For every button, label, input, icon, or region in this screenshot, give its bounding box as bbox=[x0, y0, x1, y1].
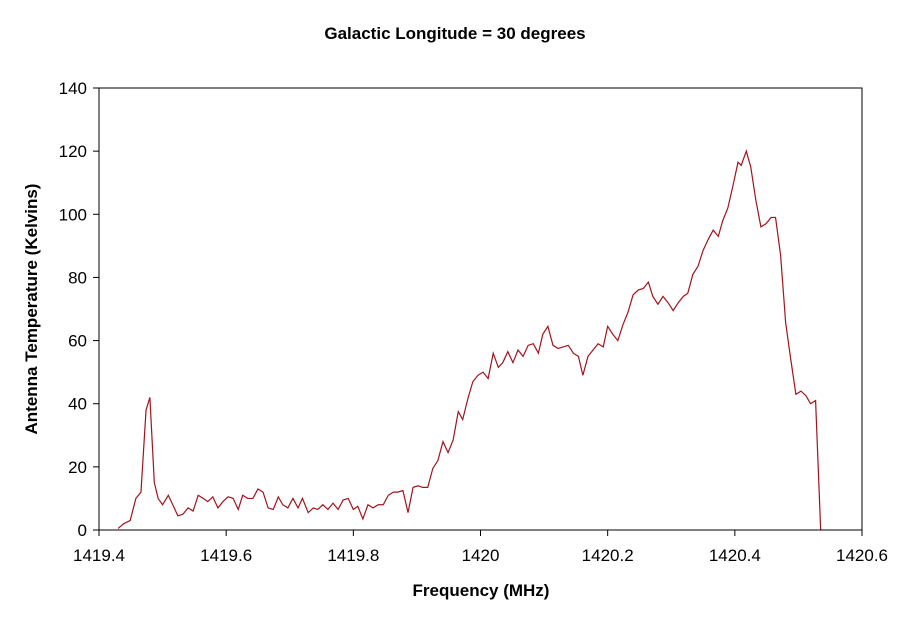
y-tick-label: 120 bbox=[59, 142, 87, 161]
y-tick-label: 100 bbox=[59, 205, 87, 224]
x-tick-label: 1420 bbox=[462, 546, 500, 565]
x-tick-label: 1420.2 bbox=[582, 546, 634, 565]
x-tick-label: 1419.8 bbox=[327, 546, 379, 565]
x-tick-label: 1420.4 bbox=[709, 546, 761, 565]
x-tick-label: 1419.6 bbox=[200, 546, 252, 565]
y-tick-label: 80 bbox=[68, 268, 87, 287]
data-line bbox=[117, 149, 822, 531]
plot-frame bbox=[98, 87, 863, 531]
y-tick-label: 0 bbox=[78, 521, 87, 540]
y-tick-label: 40 bbox=[68, 395, 87, 414]
y-tick-label: 60 bbox=[68, 332, 87, 351]
y-axis-label: Antenna Temperature (Kelvins) bbox=[22, 184, 41, 435]
x-tick-label: 1419.4 bbox=[73, 546, 125, 565]
x-tick-label: 1420.6 bbox=[836, 546, 888, 565]
chart-title: Galactic Longitude = 30 degrees bbox=[324, 24, 585, 43]
x-axis-label: Frequency (MHz) bbox=[413, 581, 550, 600]
y-tick-label: 20 bbox=[68, 458, 87, 477]
y-tick-label: 140 bbox=[59, 79, 87, 98]
